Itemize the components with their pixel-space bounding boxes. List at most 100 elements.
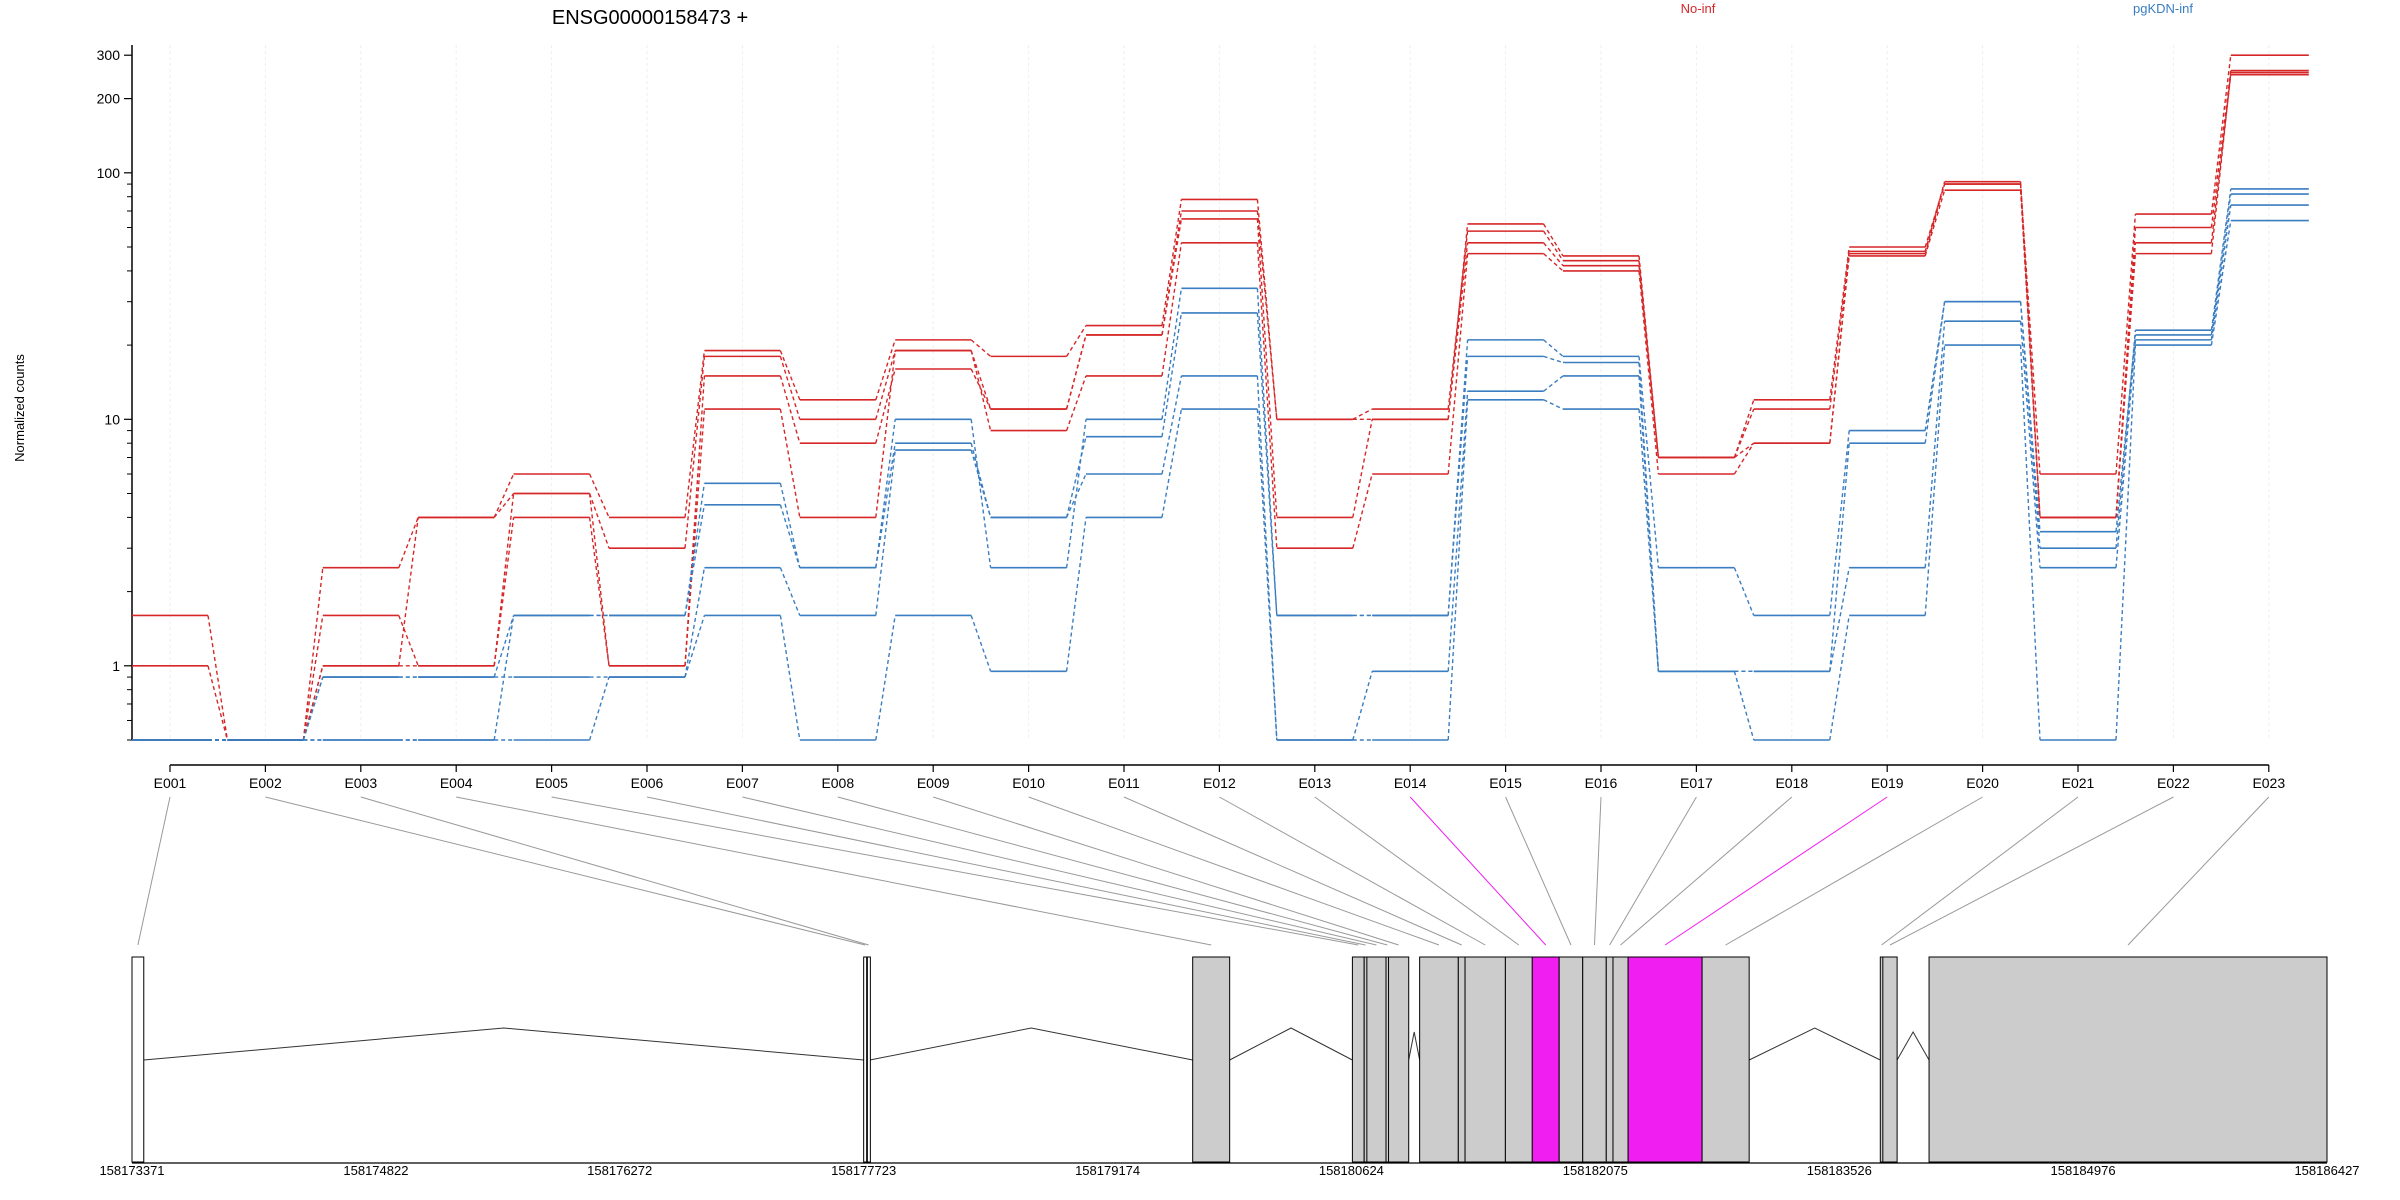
intron-line: [1408, 1031, 1421, 1061]
y-tick-label: 200: [97, 91, 121, 107]
series-connector: [2210, 72, 2232, 254]
x-tick-label: E007: [726, 775, 759, 791]
genomic-coordinate-label: 158177723: [831, 1163, 896, 1178]
x-tick-label: E004: [440, 775, 473, 791]
series-connector: [779, 504, 801, 568]
series-connector: [970, 350, 992, 410]
exon-link-line: [1620, 796, 1793, 946]
series-connector: [684, 567, 706, 678]
series-connector: [970, 615, 992, 672]
exon-link-line: [265, 796, 866, 946]
gene-model-layer: 158173371 158174822 158176272 158177723 1581…: [99, 956, 2360, 1178]
x-tick-label: E011: [1108, 775, 1140, 791]
series-connector: [1924, 183, 1946, 254]
exon-box: [1351, 956, 1365, 1163]
series-connector: [1256, 312, 1278, 616]
series-connector: [1733, 442, 1755, 475]
series-connector: [2019, 301, 2041, 532]
series-connector: [2210, 188, 2232, 331]
series-connector: [1924, 321, 1946, 568]
series-connector: [588, 473, 610, 518]
intron-line: [1229, 1027, 1353, 1061]
series-connector: [493, 615, 515, 678]
series-connector: [1829, 443, 1850, 672]
genomic-coordinate-label: 158183526: [1807, 1163, 1872, 1178]
series-connector: [2115, 345, 2137, 741]
y-tick-label: 10: [104, 411, 120, 427]
series-connector: [1829, 246, 1850, 400]
series-connector: [1256, 218, 1278, 518]
series-connector: [1543, 223, 1564, 257]
series-connector: [2019, 181, 2041, 518]
series-connector: [1161, 375, 1183, 475]
series-connector: [2115, 253, 2137, 518]
exon-box: [1464, 956, 1506, 1163]
series-connector: [1638, 270, 1660, 475]
series-connector: [1065, 375, 1087, 431]
series-connector: [1543, 399, 1564, 410]
exon-link-line: [1725, 796, 1983, 946]
chart-title: ENSG00000158473 +: [552, 7, 748, 29]
genomic-coordinate-label: 158173371: [99, 1163, 164, 1178]
exon-link-line: [1028, 796, 1440, 946]
exon-link-line: [1609, 796, 1697, 946]
exon-box: [131, 956, 145, 1163]
series-connector: [302, 676, 324, 741]
exon-link-line: [1219, 796, 1486, 946]
series-connector: [2210, 70, 2232, 228]
series-connector: [1066, 325, 1087, 357]
series-connector: [2019, 301, 2041, 549]
series-connector: [1924, 301, 1946, 431]
series-connector: [1161, 210, 1183, 336]
x-tick-label: E010: [1012, 775, 1045, 791]
series-connector: [779, 567, 801, 616]
series-connector: [588, 493, 610, 666]
exon-box: [1419, 956, 1459, 1163]
intron-line: [1748, 1027, 1881, 1061]
exon-link-line: [837, 796, 1388, 946]
series-connector: [2019, 321, 2041, 568]
exon-link-line: [360, 796, 869, 946]
series-connector: [302, 615, 324, 741]
series-connector: [779, 375, 801, 444]
exon-box: [1504, 956, 1533, 1163]
series-connector: [1733, 671, 1755, 741]
series-connector: [875, 339, 896, 401]
exon-link-line: [1889, 796, 2174, 946]
series-connector: [1352, 671, 1373, 741]
series-connector: [684, 483, 706, 616]
series-connector: [1352, 408, 1373, 420]
series-connector: [493, 473, 515, 518]
series-connector: [1543, 230, 1564, 262]
exon-link-line: [456, 796, 1212, 946]
series-connector: [1638, 409, 1660, 672]
series-connector: [1829, 567, 1850, 672]
x-tick-label: E016: [1585, 775, 1618, 791]
series-connector: [1924, 190, 1946, 257]
series-connector: [779, 350, 801, 401]
exon-box: [1366, 956, 1387, 1163]
series-connector: [2115, 334, 2137, 532]
y-axis-label: Normalized counts: [12, 354, 27, 462]
series-connector: [1447, 356, 1469, 616]
intron-line: [869, 1027, 1193, 1061]
series-connector: [875, 615, 896, 741]
series-connector: [2019, 190, 2041, 518]
series-connector: [1161, 408, 1183, 518]
exon-box: [1531, 956, 1560, 1163]
series-connector: [684, 504, 706, 616]
series-connector: [2115, 214, 2137, 475]
series-connector: [779, 408, 801, 518]
x-tick-label: E003: [344, 775, 377, 791]
exon-link-line: [1409, 796, 1547, 946]
series-connector: [302, 665, 324, 741]
series-connector: [2210, 74, 2232, 243]
y-tick-label: 1: [112, 658, 120, 674]
series-connector: [1924, 345, 1946, 616]
series-connector: [875, 450, 896, 616]
y-tick-label: 300: [97, 47, 121, 63]
series-connector: [588, 676, 610, 741]
exon-box: [866, 956, 871, 1163]
x-tick-label: E014: [1394, 775, 1427, 791]
exon-box: [1701, 956, 1750, 1163]
